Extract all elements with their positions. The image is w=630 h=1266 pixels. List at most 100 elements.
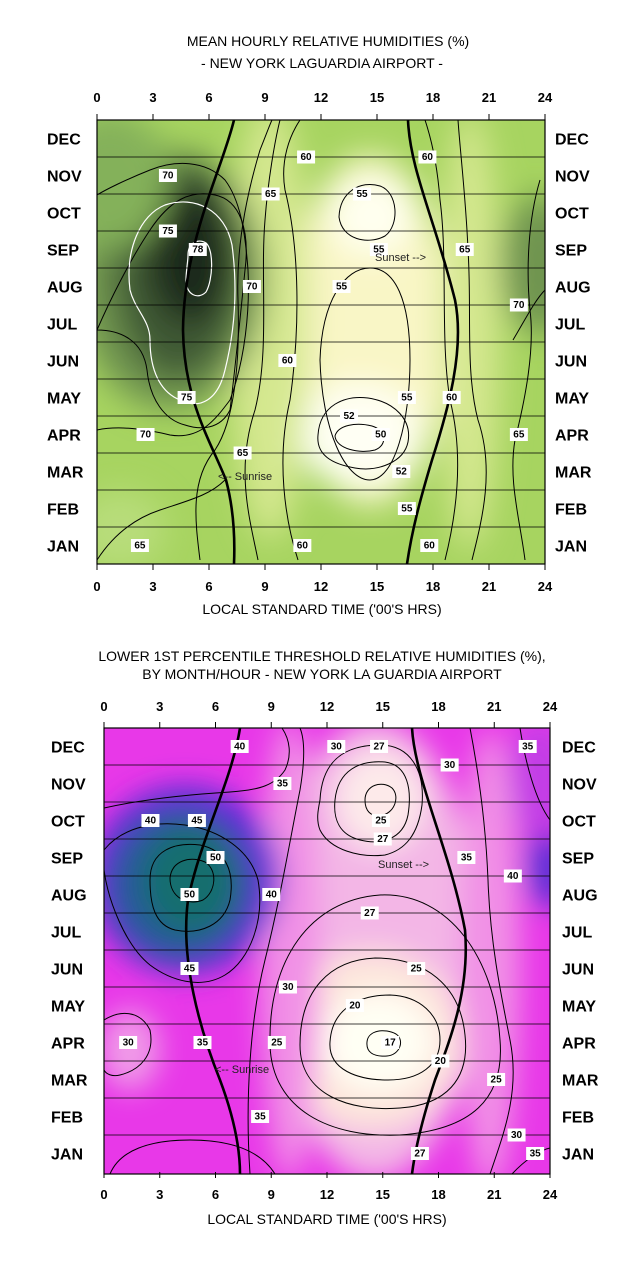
bottom-tick-top-12: 12 — [320, 699, 334, 714]
bottom-contour-label: 25 — [375, 816, 387, 827]
top-month-left-apr: APR — [47, 428, 81, 445]
top-contour-label-bg — [177, 391, 196, 404]
top-month-left-jul: JUL — [47, 317, 77, 334]
top-month-left-mar: MAR — [47, 465, 84, 482]
bottom-month-left-apr: APR — [51, 1036, 85, 1053]
bottom-contour-label-bg — [187, 814, 206, 827]
bottom-tick-top-9: 9 — [268, 699, 275, 714]
top-contour-label-bg — [397, 502, 416, 515]
bottom-contour-label-bg — [507, 1128, 526, 1142]
top-contour-label-bg — [233, 446, 252, 460]
top-month-right-aug: AUG — [555, 280, 591, 297]
top-contour-lines — [97, 120, 545, 561]
top-contour-label: 70 — [162, 171, 174, 182]
top-contour-label-bg — [130, 539, 149, 552]
bottom-tick-bottom-18: 18 — [431, 1187, 445, 1202]
bottom-contour-label: 30 — [123, 1038, 135, 1049]
top-contour-label: 55 — [401, 393, 413, 404]
bottom-month-labels: DEC DEC NOV NOV OCT OCT SEP SEP AUG AUG JUL JUL JUN J… — [51, 740, 599, 1164]
top-contour-label-bg — [455, 243, 474, 256]
bottom-tick-top-24: 24 — [543, 699, 558, 714]
top-chart-title: MEAN HOURLY RELATIVE HUMIDITIES (%) — [187, 33, 469, 49]
top-month-gridlines — [97, 156, 545, 528]
bottom-month-left-oct: OCT — [51, 814, 85, 831]
bottom-contour-label: 27 — [414, 1149, 426, 1160]
top-contour-label: 55 — [336, 282, 348, 293]
bottom-contour-label: 35 — [522, 742, 534, 753]
bottom-contour-label: 40 — [507, 871, 519, 882]
bottom-tick-bottom-24: 24 — [543, 1187, 558, 1202]
bottom-month-left-nov: NOV — [51, 777, 86, 794]
bottom-month-right-sep: SEP — [562, 851, 594, 868]
bottom-contour-label: 35 — [461, 853, 473, 864]
bottom-contour-label-bg — [526, 1147, 545, 1160]
bottom-month-right-feb: FEB — [562, 1110, 594, 1127]
bottom-contour-label-bg — [193, 1036, 212, 1049]
bottom-contour-label: 20 — [349, 1001, 361, 1012]
bottom-contour-label: 45 — [191, 816, 203, 827]
bottom-contour-label-bg — [141, 814, 160, 827]
top-contour-label-bg — [509, 298, 528, 312]
bottom-contour-label: 50 — [210, 853, 222, 864]
top-contour-label-bg — [261, 187, 280, 201]
bottom-tick-top-6: 6 — [212, 699, 219, 714]
bottom-contour-label: 30 — [511, 1130, 523, 1141]
top-chart: MEAN HOURLY RELATIVE HUMIDITIES (%) - NE… — [47, 33, 592, 617]
bottom-contour-label: 40 — [266, 890, 278, 901]
top-contour-lines-white — [128, 201, 236, 405]
top-tick-bottom-24: 24 — [538, 579, 553, 594]
top-contour-labels: 70 65 60 55 60 75 78 55 65 70 55 70 60 55 75 60 52 70 65 50… — [130, 150, 528, 552]
bottom-contour-label: 25 — [411, 964, 423, 975]
bottom-contour-label-bg — [371, 814, 390, 827]
top-contour-label: 65 — [237, 448, 249, 459]
top-contour-label-bg — [353, 187, 372, 201]
bottom-contour-label-bg — [345, 999, 364, 1012]
top-month-right-jan: JAN — [555, 539, 587, 556]
bottom-contour-label-bg — [230, 740, 249, 753]
bottom-contour-label: 25 — [271, 1038, 283, 1049]
bottom-contour-label: 30 — [444, 760, 456, 771]
bottom-contour-label: 35 — [277, 779, 289, 790]
top-contour-label: 55 — [401, 504, 413, 515]
bottom-month-left-jul: JUL — [51, 925, 81, 942]
top-month-left-nov: NOV — [47, 169, 82, 186]
top-tick-top-21: 21 — [482, 90, 496, 105]
top-month-left-aug: AUG — [47, 280, 83, 297]
top-chart-subtitle: - NEW YORK LAGUARDIA AIRPORT - — [201, 55, 443, 71]
bottom-tick-bottom-6: 6 — [212, 1187, 219, 1202]
bottom-tick-bottom-9: 9 — [268, 1187, 275, 1202]
bottom-tick-bottom-15: 15 — [376, 1187, 390, 1202]
top-month-right-jul: JUL — [555, 317, 585, 334]
top-month-right-mar: MAR — [555, 465, 592, 482]
top-x-axis-label: LOCAL STANDARD TIME ('00'S HRS) — [202, 601, 441, 617]
top-contour-label: 65 — [134, 541, 146, 552]
top-tick-bottom-21: 21 — [482, 579, 496, 594]
top-tick-bottom-3: 3 — [149, 579, 156, 594]
top-contour-label: 70 — [513, 300, 525, 311]
bottom-sunrise-label: <-- Sunrise — [215, 1064, 269, 1076]
top-contour-label: 70 — [246, 282, 258, 293]
top-month-left-feb: FEB — [47, 502, 79, 519]
top-contour-label: 52 — [396, 467, 408, 478]
top-tick-bottom-18: 18 — [426, 579, 440, 594]
top-contour-label-bg — [371, 428, 390, 441]
top-contour-label: 60 — [282, 356, 294, 367]
top-contour-label: 78 — [192, 245, 204, 256]
bottom-tick-bottom-12: 12 — [320, 1187, 334, 1202]
top-tick-top-12: 12 — [314, 90, 328, 105]
bottom-contour-label: 20 — [435, 1056, 447, 1067]
top-sunset-curve — [405, 120, 460, 564]
bottom-contour-label: 40 — [234, 742, 246, 753]
top-month-labels: DEC DEC NOV NOV OCT OCT SEP SEP AUG AUG JUL JUL JUN J… — [47, 132, 592, 556]
top-tick-bottom-6: 6 — [205, 579, 212, 594]
top-contour-label-bg — [332, 280, 351, 293]
bottom-contour-label: 50 — [184, 890, 196, 901]
top-contour-label: 65 — [265, 189, 277, 200]
top-contour-label-bg — [369, 243, 388, 256]
bottom-contour-label: 45 — [184, 964, 196, 975]
top-contour-label: 65 — [513, 430, 525, 441]
top-tick-bottom-15: 15 — [370, 579, 384, 594]
bottom-sunset-label: Sunset --> — [378, 859, 429, 871]
bottom-contour-label: 27 — [373, 742, 385, 753]
